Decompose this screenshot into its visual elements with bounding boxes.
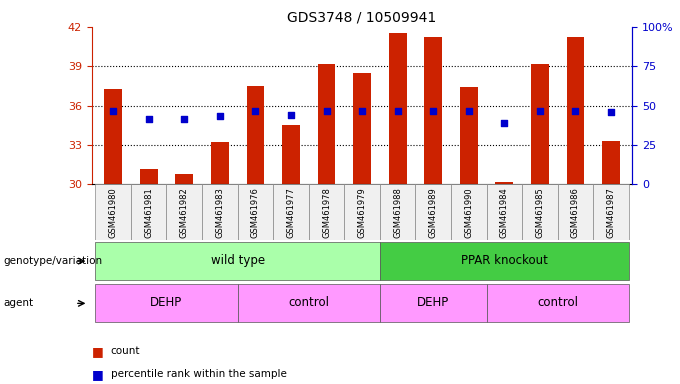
- Point: [321, 108, 332, 114]
- Bar: [167, 184, 202, 240]
- Text: GSM461989: GSM461989: [428, 187, 438, 238]
- Point: [570, 108, 581, 114]
- Text: genotype/variation: genotype/variation: [3, 256, 103, 266]
- Text: ■: ■: [92, 368, 103, 381]
- Bar: [140, 169, 158, 184]
- Text: GSM461983: GSM461983: [216, 187, 224, 238]
- Bar: [389, 33, 407, 184]
- Bar: [602, 141, 620, 184]
- Text: GSM461990: GSM461990: [464, 187, 473, 238]
- Point: [428, 108, 439, 114]
- Bar: [415, 184, 451, 240]
- Bar: [131, 184, 167, 240]
- Bar: [211, 142, 228, 184]
- Point: [214, 113, 225, 119]
- Bar: [522, 184, 558, 240]
- Bar: [202, 184, 237, 240]
- Point: [392, 108, 403, 114]
- Bar: [95, 242, 380, 280]
- Bar: [380, 242, 629, 280]
- Bar: [558, 184, 593, 240]
- Bar: [487, 184, 522, 240]
- Point: [250, 108, 261, 114]
- Text: GSM461981: GSM461981: [144, 187, 153, 238]
- Text: GSM461979: GSM461979: [358, 187, 367, 238]
- Text: control: control: [288, 296, 329, 309]
- Text: GSM461987: GSM461987: [607, 187, 615, 238]
- Title: GDS3748 / 10509941: GDS3748 / 10509941: [288, 10, 437, 24]
- Text: control: control: [537, 296, 578, 309]
- Bar: [237, 184, 273, 240]
- Bar: [95, 184, 131, 240]
- Bar: [247, 86, 265, 184]
- Bar: [593, 184, 629, 240]
- Text: DEHP: DEHP: [150, 296, 183, 309]
- Bar: [496, 182, 513, 184]
- Bar: [353, 73, 371, 184]
- Bar: [451, 184, 487, 240]
- Text: ■: ■: [92, 345, 103, 358]
- Text: GSM461982: GSM461982: [180, 187, 189, 238]
- Text: wild type: wild type: [211, 254, 265, 267]
- Text: GSM461980: GSM461980: [109, 187, 118, 238]
- Bar: [175, 174, 193, 184]
- Text: GSM461984: GSM461984: [500, 187, 509, 238]
- Point: [356, 108, 367, 114]
- Text: GSM461976: GSM461976: [251, 187, 260, 238]
- Bar: [424, 37, 442, 184]
- Bar: [309, 184, 344, 240]
- Text: percentile rank within the sample: percentile rank within the sample: [111, 369, 287, 379]
- Bar: [344, 184, 380, 240]
- Bar: [318, 64, 335, 184]
- Text: GSM461985: GSM461985: [535, 187, 545, 238]
- Point: [286, 112, 296, 118]
- Text: GSM461977: GSM461977: [286, 187, 296, 238]
- Point: [463, 108, 474, 114]
- Point: [107, 108, 118, 114]
- Bar: [104, 89, 122, 184]
- Bar: [237, 284, 380, 323]
- Bar: [566, 37, 584, 184]
- Bar: [531, 64, 549, 184]
- Text: agent: agent: [3, 298, 33, 308]
- Text: GSM461978: GSM461978: [322, 187, 331, 238]
- Bar: [380, 184, 415, 240]
- Bar: [380, 284, 487, 323]
- Bar: [282, 125, 300, 184]
- Text: count: count: [111, 346, 140, 356]
- Point: [606, 109, 617, 115]
- Point: [534, 108, 545, 114]
- Bar: [460, 87, 477, 184]
- Point: [143, 116, 154, 122]
- Point: [499, 119, 510, 126]
- Bar: [273, 184, 309, 240]
- Text: PPAR knockout: PPAR knockout: [461, 254, 548, 267]
- Bar: [487, 284, 629, 323]
- Bar: [95, 284, 237, 323]
- Text: GSM461986: GSM461986: [571, 187, 580, 238]
- Point: [179, 116, 190, 122]
- Text: DEHP: DEHP: [417, 296, 449, 309]
- Text: GSM461988: GSM461988: [393, 187, 402, 238]
